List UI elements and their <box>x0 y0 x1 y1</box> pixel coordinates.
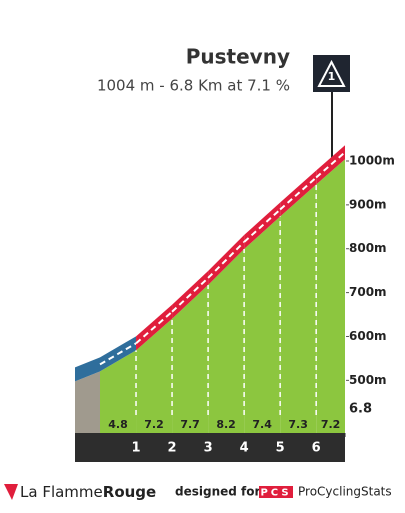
road-side <box>75 357 100 382</box>
pcs-logo: PCS <box>260 488 291 499</box>
flag-icon <box>4 484 18 500</box>
km-end-label: 6.8 <box>349 402 372 417</box>
segment <box>136 318 173 433</box>
altitude-label: 800m <box>349 241 387 255</box>
altitude-label: 1000m <box>349 154 395 168</box>
profile-side <box>75 371 100 433</box>
km-label: 2 <box>168 441 177 456</box>
altitude-label: 500m <box>349 373 387 387</box>
title: Pustevny <box>186 45 290 69</box>
profile: 4.8 7.2 7.7 8.2 7.4 7.3 7.21 2 3 4 5 66.81000m900m8… <box>75 145 395 462</box>
km-label: 1 <box>132 441 141 456</box>
brand: La FlammeRouge <box>20 483 156 501</box>
footer: La FlammeRouge designed for PCS ProCycli… <box>4 483 392 501</box>
km-strip <box>75 433 345 462</box>
segment <box>172 284 209 433</box>
segment <box>100 350 137 433</box>
road-centerline <box>243 208 281 243</box>
altitude-label: 600m <box>349 329 387 343</box>
km-label: 5 <box>276 441 285 456</box>
pcs-name: ProCyclingStats <box>298 485 392 499</box>
road-centerline <box>171 277 209 313</box>
gradient-label: 7.3 <box>288 418 308 431</box>
designed-for: designed for <box>175 485 260 499</box>
road-centerline <box>315 151 346 179</box>
category-label: 1 <box>328 70 336 83</box>
road-centerline <box>207 241 245 279</box>
km-label: 3 <box>204 441 213 456</box>
km-label: 4 <box>240 441 249 456</box>
gradient-label: 7.2 <box>321 418 341 431</box>
subtitle: 1004 m - 6.8 Km at 7.1 % <box>97 77 290 95</box>
gradient-label: 7.2 <box>144 418 164 431</box>
category-triangle <box>317 59 346 87</box>
altitude-label: 700m <box>349 285 387 299</box>
segment <box>208 249 245 433</box>
gradient-label: 8.2 <box>216 418 236 431</box>
gradient-label: 7.4 <box>252 418 272 431</box>
altitude-label: 900m <box>349 197 387 211</box>
segment <box>280 184 317 433</box>
road-centerline <box>279 176 317 211</box>
road <box>316 145 345 185</box>
km-label: 6 <box>312 441 321 456</box>
gradient-label: 4.8 <box>108 418 128 431</box>
segment <box>316 159 345 433</box>
gradient-label: 7.7 <box>180 418 200 431</box>
segment <box>244 216 281 433</box>
road-centerline <box>99 342 137 366</box>
road-centerline <box>135 311 173 345</box>
pcs-logo-box <box>259 486 293 498</box>
